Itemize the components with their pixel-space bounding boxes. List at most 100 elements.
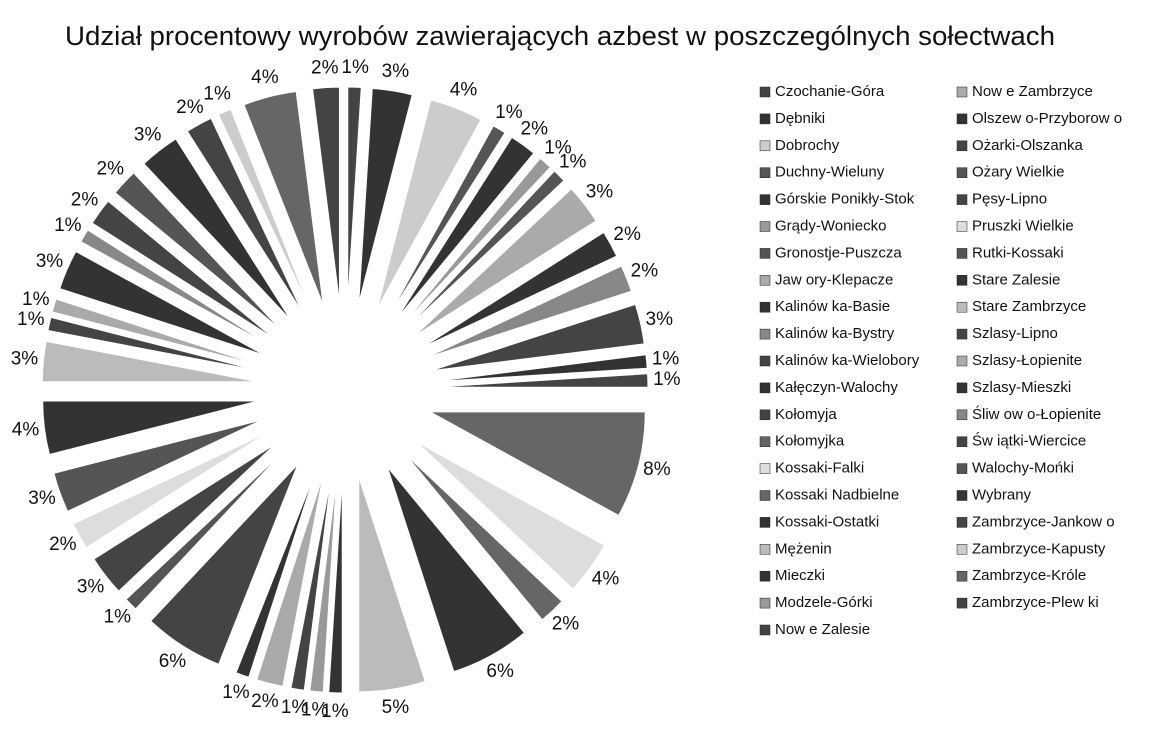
pie-slice (396, 136, 535, 320)
data-label: 5% (382, 697, 410, 718)
pie-slice (402, 157, 552, 325)
pie-slice (53, 419, 263, 513)
legend-swatch (759, 355, 771, 367)
pie-slice (432, 354, 648, 383)
data-label: 3% (134, 125, 162, 146)
data-label: 2% (97, 159, 125, 180)
legend-label: Czochanie-Góra (775, 83, 885, 100)
legend-label: Kołomyja (775, 406, 837, 423)
pie-slice (430, 303, 645, 372)
data-label: 1% (652, 349, 680, 370)
pie-slice (328, 477, 343, 694)
pie-slice (389, 125, 506, 315)
legend-label: Zambrzyce-Kapusty (972, 540, 1106, 557)
legend-swatch (759, 221, 771, 232)
legend-swatch (759, 517, 771, 528)
legend-swatch (759, 570, 771, 582)
pie-slice (42, 400, 258, 456)
data-label: 3% (382, 61, 410, 82)
data-label: 1% (653, 369, 681, 390)
legend-label: Mieczki (775, 567, 825, 584)
pie-slice (256, 475, 324, 688)
legend-swatch (759, 382, 771, 394)
data-label: 1% (544, 137, 572, 158)
data-label: 1% (17, 309, 45, 330)
legend-swatch (759, 301, 771, 313)
pie-slice (243, 90, 324, 305)
legend-swatch (759, 167, 771, 178)
data-label: 2% (311, 58, 339, 79)
pie-slice (414, 188, 597, 337)
legend-label: Duchny-Wieluny (775, 164, 885, 181)
pie-slice (217, 108, 311, 310)
legend-label: Kossaki-Ostatki (775, 513, 879, 530)
legend-label: Olszew o-Przyborow o (972, 110, 1122, 127)
data-label: 1% (222, 682, 250, 703)
legend-label: Śliw ow o-Łopienite (972, 405, 1101, 423)
legend-label: Gronostje-Puszcza (775, 244, 902, 261)
legend-label: Kołomyjka (775, 433, 845, 450)
legend-swatch (759, 113, 771, 125)
legend-label: Kossaki-Falki (775, 460, 864, 477)
data-label: 4% (251, 67, 279, 88)
legend-swatch (759, 409, 771, 421)
legend-label: Stare Zalesie (972, 271, 1060, 288)
data-label: 4% (12, 419, 40, 440)
pie-slice (347, 86, 362, 303)
legend-swatch (956, 409, 968, 421)
data-label: 3% (77, 576, 105, 597)
legend-swatch (956, 544, 968, 555)
legend-swatch (956, 355, 968, 367)
legend-swatch (956, 275, 968, 286)
legend-label: Kalinów ka-Basie (775, 298, 890, 315)
legend-label: Pęsy-Lipno (972, 191, 1047, 208)
legend-label: Szlasy-Mieszki (972, 379, 1071, 396)
pie-slice (143, 138, 292, 321)
pie-slice (386, 466, 526, 673)
data-label: 2% (521, 119, 549, 140)
legend-swatch (956, 517, 968, 528)
legend-label: Szlasy-Łopienite (972, 352, 1082, 369)
pie-slice (376, 99, 482, 309)
legend-label: Dobrochy (775, 137, 840, 154)
pie-slice (149, 463, 299, 665)
legend-swatch (956, 140, 968, 152)
data-label: 1% (559, 151, 587, 172)
data-label: 1% (104, 607, 132, 628)
legend-label: Jaw ory-Klepacze (775, 271, 893, 288)
legend-swatch (956, 490, 968, 501)
data-label: 1% (203, 83, 231, 104)
legend-label: Ożarki-Olszanka (972, 137, 1084, 154)
data-label: 6% (159, 651, 187, 672)
legend-label: Grądy-Woniecko (775, 217, 886, 234)
legend-label: Pruszki Wielkie (972, 217, 1074, 234)
pie-slice (235, 472, 316, 678)
legend-label: Kalinów ka-Bystry (775, 325, 895, 342)
legend-label: Stare Zambrzyce (972, 298, 1086, 315)
legend-label: Rutki-Kossaki (972, 244, 1064, 261)
pie-slice (125, 451, 284, 610)
pie-slice (404, 453, 563, 621)
legend-swatch (759, 597, 771, 609)
legend-swatch (956, 382, 968, 394)
pie-slice (47, 316, 260, 372)
data-label: 4% (592, 568, 620, 589)
pie-slice (309, 477, 338, 693)
data-label: 1% (341, 57, 369, 78)
legend-label: Zambrzyce-Plew ki (972, 594, 1099, 611)
legend-swatch (956, 301, 968, 313)
data-label: 2% (49, 534, 77, 555)
data-label: 1% (54, 215, 82, 236)
pie-slice (72, 431, 269, 549)
pie-slice (429, 411, 646, 517)
pie-slice (59, 250, 265, 356)
legend-swatch (759, 624, 771, 636)
pie-slice (93, 443, 276, 592)
pie-slice (91, 200, 275, 339)
data-label: 2% (613, 224, 641, 245)
legend-swatch (956, 328, 968, 340)
pie-slice (186, 117, 304, 314)
pie-slice (41, 340, 258, 383)
legend-swatch (759, 248, 771, 259)
data-label: 2% (631, 260, 659, 281)
